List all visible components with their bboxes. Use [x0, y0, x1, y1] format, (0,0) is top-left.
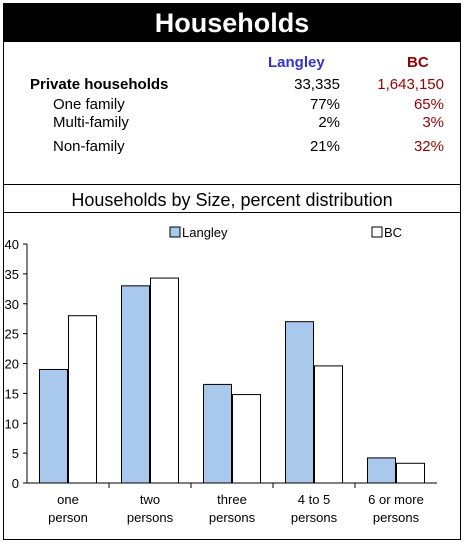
y-tick-label: 25 [5, 327, 19, 342]
legend-swatch-bc [372, 227, 382, 237]
bar-langley-1 [122, 286, 150, 483]
bar-bc-2 [233, 395, 261, 483]
y-tick-label: 20 [5, 357, 19, 372]
legend-label-langley: Langley [182, 225, 228, 240]
y-tick-label: 15 [5, 386, 19, 401]
y-tick-label: 5 [12, 446, 19, 461]
bar-langley-4 [368, 458, 396, 483]
bar-bc-4 [397, 463, 425, 483]
y-tick-label: 10 [5, 416, 19, 431]
legend-swatch-langley [170, 227, 180, 237]
bar-bc-1 [151, 278, 179, 483]
x-category-label: one [57, 492, 79, 507]
bar-bc-0 [69, 316, 97, 483]
x-category-label: person [48, 510, 88, 525]
bar-langley-2 [204, 384, 232, 483]
bar-langley-3 [286, 322, 314, 483]
legend-label-bc: BC [384, 225, 402, 240]
x-category-label: persons [209, 510, 256, 525]
bar-langley-0 [40, 369, 68, 483]
y-tick-label: 0 [12, 476, 19, 491]
y-tick-label: 35 [5, 267, 19, 282]
x-category-label: persons [127, 510, 174, 525]
x-category-label: 4 to 5 [298, 492, 331, 507]
y-tick-label: 30 [5, 297, 19, 312]
x-category-label: 6 or more [368, 492, 424, 507]
x-category-label: persons [373, 510, 420, 525]
x-category-label: persons [291, 510, 338, 525]
infographic-frame: Households Langley BC Private households… [3, 3, 461, 540]
y-tick-label: 40 [5, 237, 19, 252]
households-by-size-chart: 0 5 10 15 20 25 30 35 40 one person two persons three… [4, 4, 459, 538]
bar-bc-3 [315, 366, 343, 483]
x-category-label: three [217, 492, 247, 507]
x-category-label: two [140, 492, 160, 507]
